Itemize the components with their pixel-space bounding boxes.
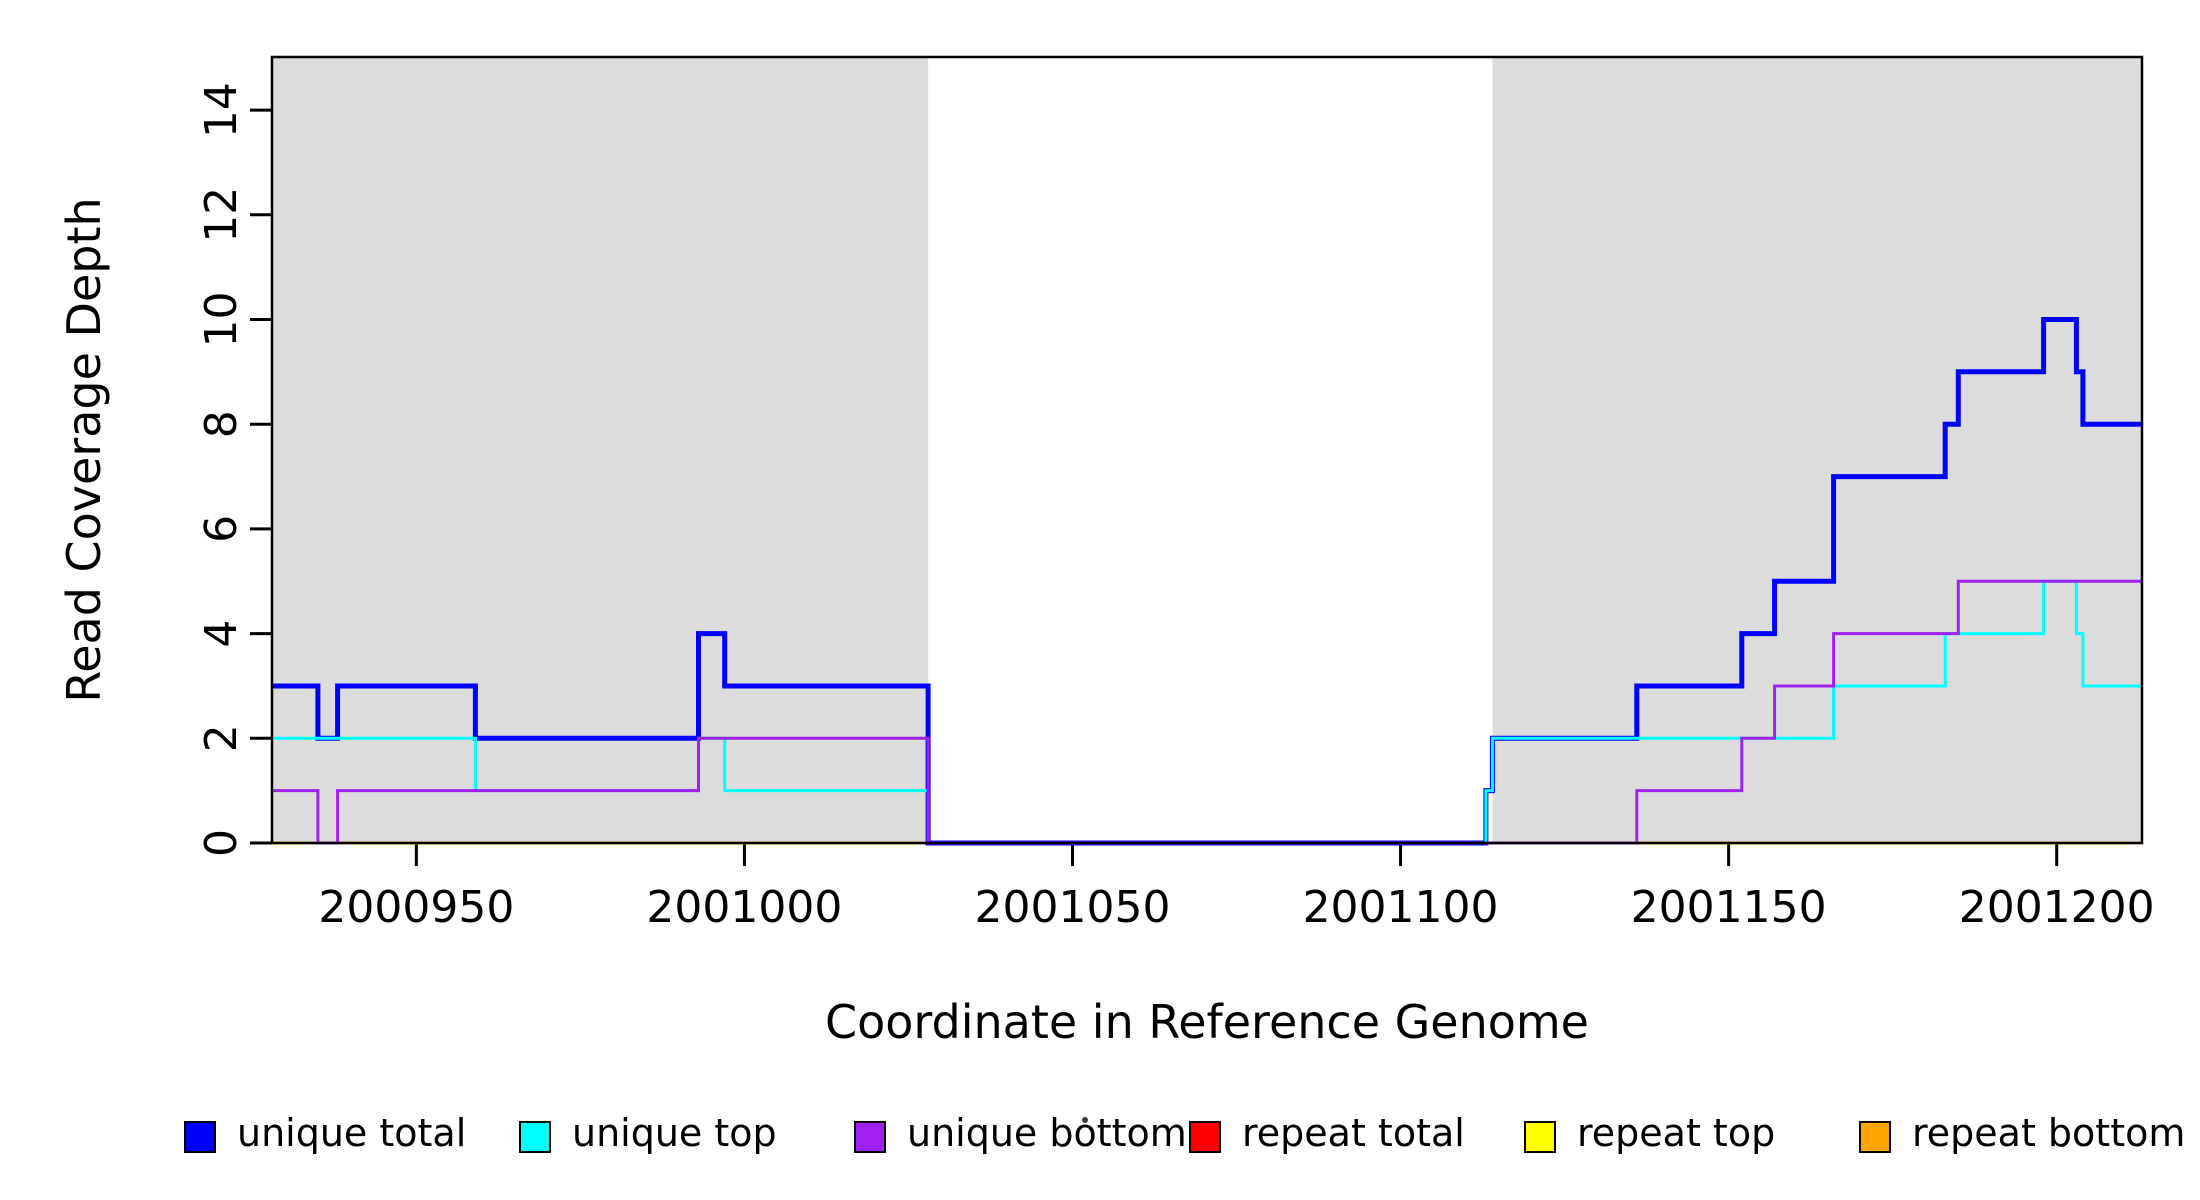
legend-swatch-unique-top <box>519 1121 551 1153</box>
stray-dot <box>1082 1117 1088 1123</box>
left-gray-band <box>272 57 929 843</box>
series-line-unique_bottom <box>272 579 2142 845</box>
legend-label-unique-total: unique total <box>237 1111 466 1155</box>
legend-swatch-repeat-top <box>1524 1121 1556 1153</box>
legend-swatch-repeat-bottom <box>1859 1121 1891 1153</box>
y-axis-tick-label: 4 <box>196 620 247 648</box>
plot-border <box>270 55 2144 845</box>
y-axis-tick-label: 14 <box>196 82 247 138</box>
legend-swatch-repeat-total <box>1189 1121 1221 1153</box>
x-axis-tick-label: 2001150 <box>1631 882 1827 933</box>
legend-label-repeat-bottom: repeat bottom <box>1912 1111 2185 1155</box>
y-axis-tick-label: 12 <box>196 187 247 243</box>
right-gray-band <box>1492 57 2142 843</box>
y-axis-title: Read Coverage Depth <box>57 197 111 702</box>
y-axis-tick-label: 8 <box>196 410 247 438</box>
y-axis-tick-label: 6 <box>196 515 247 543</box>
x-axis-tick-label: 2001050 <box>975 882 1171 933</box>
x-axis-tick-label: 2001100 <box>1303 882 1499 933</box>
legend-label-repeat-top: repeat top <box>1577 1111 1775 1155</box>
x-axis-tick-label: 2001000 <box>646 882 842 933</box>
x-axis-tick-label: 2000950 <box>318 882 514 933</box>
y-axis-tick-label: 0 <box>196 829 247 857</box>
legend-label-unique-top: unique top <box>572 1111 777 1155</box>
series-line-unique_total <box>272 317 2142 846</box>
y-axis-tick-label: 10 <box>196 292 247 348</box>
x-axis-title: Coordinate in Reference Genome <box>825 995 1589 1049</box>
x-axis-tick-label: 2001200 <box>1959 882 2155 933</box>
y-axis-tick-label: 2 <box>196 724 247 752</box>
legend-label-repeat-total: repeat total <box>1242 1111 1465 1155</box>
legend-label-unique-bottom: unique bottom <box>907 1111 1187 1155</box>
legend-swatch-unique-total <box>184 1121 216 1153</box>
legend-swatch-unique-bottom <box>854 1121 886 1153</box>
